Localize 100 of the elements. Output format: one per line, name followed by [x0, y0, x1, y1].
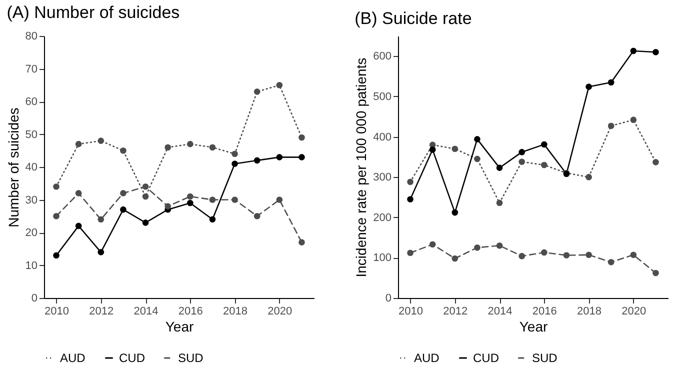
y-tick-label: 500 — [373, 90, 392, 103]
y-axis-title: Number of suicides — [5, 108, 22, 228]
y-tick-label: 60 — [25, 96, 38, 108]
point — [276, 196, 283, 203]
point — [608, 122, 614, 130]
y-tick-label: 300 — [373, 172, 392, 184]
point — [209, 144, 216, 151]
point — [254, 157, 260, 164]
point — [232, 150, 238, 158]
point — [652, 159, 659, 166]
y-tick-label: 0 — [31, 292, 38, 304]
y-axis-title: Incidence rate per 100 000 patients — [353, 58, 370, 278]
y-tick-label: 10 — [25, 260, 38, 272]
point — [298, 134, 305, 141]
point — [452, 209, 458, 216]
x-tick-label: 2018 — [223, 306, 248, 318]
point — [630, 116, 637, 123]
point — [452, 146, 458, 152]
point — [474, 136, 480, 142]
point — [407, 178, 414, 186]
point — [142, 220, 149, 226]
point — [429, 146, 436, 153]
point — [164, 203, 172, 210]
point — [232, 160, 238, 167]
point — [298, 239, 305, 246]
point — [496, 242, 503, 249]
point — [120, 190, 126, 196]
point — [407, 196, 414, 202]
point — [142, 193, 149, 200]
x-tick-label: 2012 — [89, 306, 114, 318]
y-tick-label: 200 — [373, 212, 392, 224]
point — [652, 48, 659, 56]
point — [75, 190, 82, 196]
x-tick-label: 2014 — [134, 306, 158, 318]
point — [120, 206, 126, 213]
point — [540, 249, 548, 256]
y-tick-label: 70 — [25, 63, 38, 76]
x-tick-label: 2010 — [44, 306, 70, 318]
point — [164, 144, 172, 151]
point — [98, 216, 104, 223]
y-tick-label: 30 — [25, 194, 38, 206]
point — [630, 48, 637, 54]
point — [298, 154, 305, 160]
x-tick-label: 2020 — [268, 306, 292, 318]
point — [186, 193, 194, 200]
x-tick-label: 2016 — [532, 306, 557, 318]
point — [496, 164, 503, 171]
x-tick-label: 2020 — [622, 306, 646, 318]
point — [53, 183, 60, 190]
x-axis-title: Year — [519, 318, 548, 334]
point — [53, 212, 60, 220]
point — [608, 258, 614, 266]
legend-label: SUD — [532, 351, 558, 365]
point — [232, 196, 238, 203]
point — [518, 252, 526, 260]
point — [608, 79, 614, 86]
y-tick-label: 50 — [25, 128, 38, 141]
point — [209, 216, 216, 223]
legend-label: AUD — [60, 351, 86, 365]
y-tick-label: 100 — [373, 252, 392, 264]
x-tick-label: 2018 — [577, 306, 602, 318]
y-tick-label: 400 — [373, 131, 392, 144]
point — [540, 141, 548, 148]
point — [474, 244, 480, 251]
point — [186, 200, 194, 206]
point — [407, 250, 414, 256]
point — [120, 147, 126, 154]
x-tick-label: 2012 — [443, 306, 468, 318]
point — [53, 252, 60, 259]
point — [652, 270, 659, 276]
point — [586, 84, 592, 90]
point — [452, 255, 458, 262]
point — [254, 212, 260, 220]
point — [540, 162, 548, 168]
point — [474, 156, 480, 162]
legend-label: CUD — [119, 351, 146, 365]
point — [98, 138, 104, 144]
point — [186, 140, 194, 148]
y-tick-label: 20 — [25, 227, 38, 239]
point — [209, 196, 216, 203]
x-tick-label: 2010 — [398, 306, 424, 318]
legend-label: SUD — [178, 351, 204, 365]
legend-label: AUD — [414, 351, 440, 365]
x-tick-label: 2016 — [178, 306, 203, 318]
point — [429, 241, 436, 248]
point — [254, 88, 260, 95]
point — [496, 200, 503, 206]
point — [518, 148, 526, 156]
point — [518, 158, 526, 165]
x-axis-title: Year — [165, 318, 194, 334]
point — [75, 140, 82, 148]
point — [98, 248, 104, 256]
legend-label: CUD — [473, 351, 500, 365]
point — [276, 154, 283, 160]
x-tick-label: 2014 — [488, 306, 512, 318]
y-tick-label: 40 — [25, 162, 38, 174]
point — [586, 174, 592, 180]
point — [142, 183, 149, 190]
point — [586, 252, 592, 258]
chart-title: (B) Suicide rate — [354, 9, 472, 28]
